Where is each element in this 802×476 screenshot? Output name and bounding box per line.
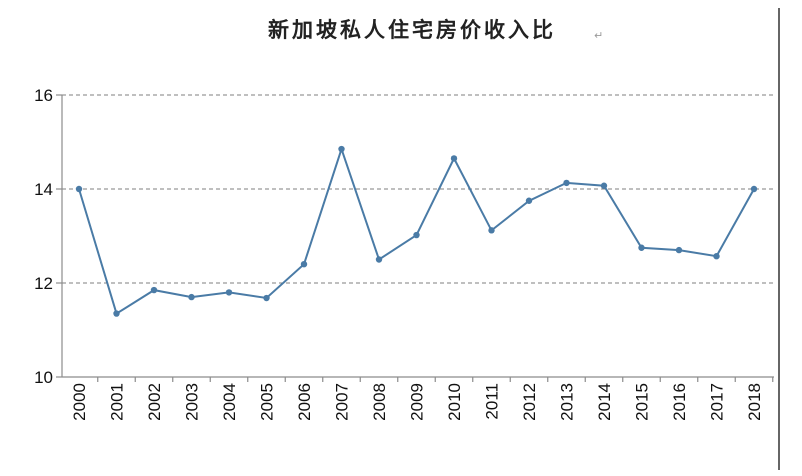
x-tick-label: 2016 [670,383,689,421]
data-point [375,256,383,263]
x-tick-label: 2013 [558,383,577,421]
x-tick-label: 2012 [520,383,539,421]
x-tick-label: 2011 [483,383,502,420]
data-point [750,185,758,193]
y-tick-label: 10 [34,368,53,387]
data-point [563,179,570,187]
x-tick-label: 2007 [333,383,352,421]
data-point [225,289,233,296]
data-point [150,286,158,294]
x-tick-label: 2018 [745,383,764,421]
y-tick-labels: 10 12 14 16 [34,86,53,387]
x-tick-labels: 2000 2001 2002 2003 2004 2005 2006 2007 2008 2009… [70,383,764,421]
series-layer [75,145,758,317]
x-tick-label: 2006 [295,383,314,421]
data-point [713,253,720,260]
x-tick-label: 2000 [70,383,89,421]
data-point [300,261,308,268]
x-tick-label: 2010 [445,383,464,421]
x-tick-label: 2004 [220,383,239,421]
x-tick-label: 2009 [408,383,427,421]
x-tick-label: 2015 [633,383,652,421]
data-point [75,185,83,193]
y-tick-label: 12 [34,274,53,293]
data-point [638,244,645,251]
x-tick-label: 2008 [370,383,389,421]
x-tick-label: 2001 [108,383,127,421]
data-point [113,310,120,317]
x-tick-label: 2003 [183,383,202,421]
data-point [488,227,495,234]
data-point [600,182,608,189]
data-point [338,145,345,153]
axis-layer [56,94,774,382]
data-point [188,293,195,301]
x-tick-label: 2014 [595,383,614,421]
return-mark: ↵ [594,29,603,42]
data-point [675,246,683,254]
x-tick-label: 2005 [258,383,277,421]
y-tick-label: 14 [34,180,53,199]
data-point [450,155,458,162]
series-line [78,145,755,316]
data-point [263,294,270,302]
data-point [525,197,533,204]
y-tick-label: 16 [34,86,53,105]
data-point [413,231,420,239]
x-tick-label: 2017 [708,383,727,421]
x-tick-label: 2002 [145,383,164,421]
chart-title: 新加坡私人住宅房价收入比 [268,17,556,42]
grid-layer [62,94,774,284]
